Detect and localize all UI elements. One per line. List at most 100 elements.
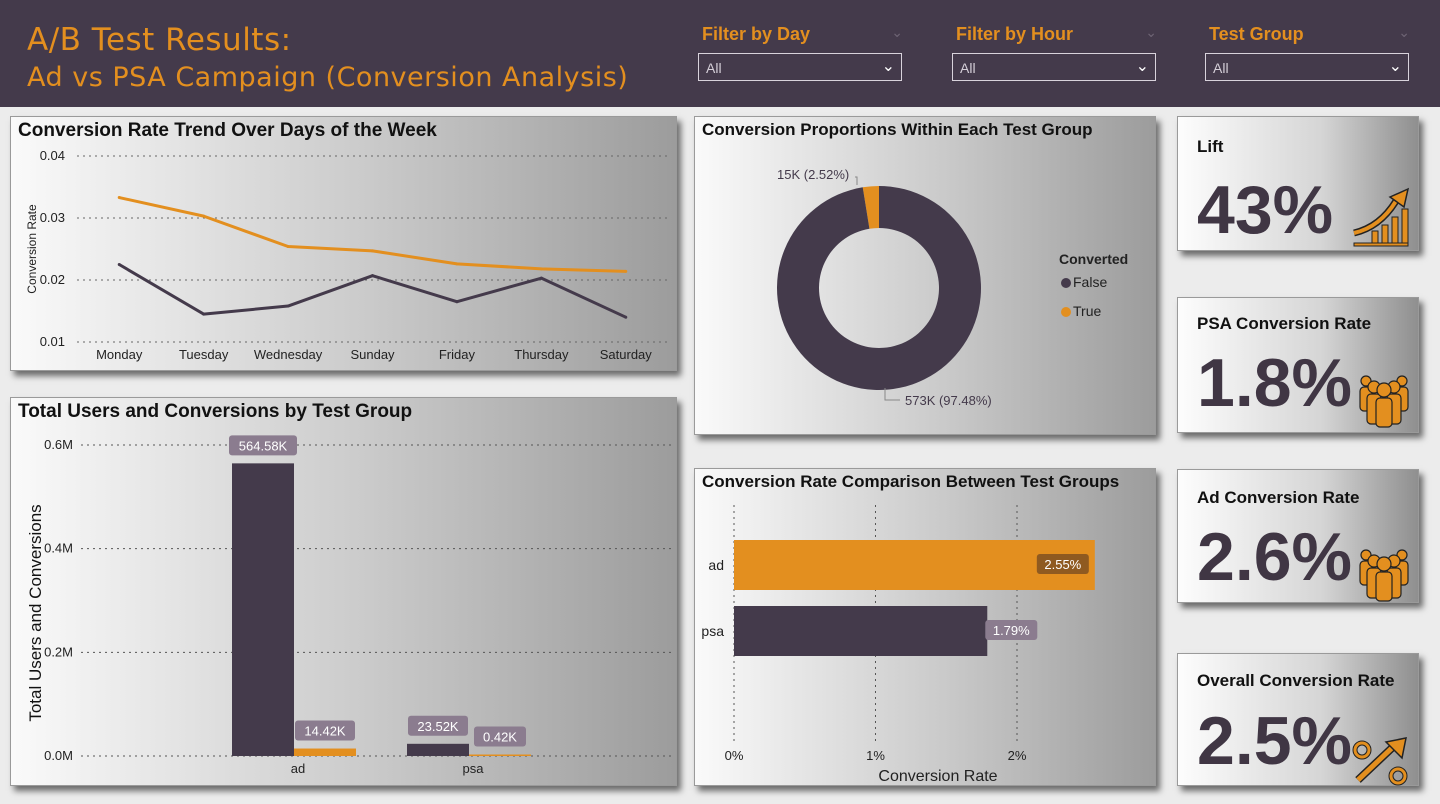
dashboard-title: A/B Test Results: — [27, 22, 292, 58]
line-point[interactable] — [371, 249, 374, 253]
hbar-bar-psa[interactable] — [734, 606, 988, 656]
bar-data-label: 23.52K — [417, 719, 459, 734]
line-point[interactable] — [202, 312, 206, 316]
line-xtick-label: Wednesday — [254, 347, 323, 362]
bar-data-label-bg — [229, 435, 297, 456]
donut-legend-true: True — [1073, 303, 1101, 319]
hbar-bar-ad[interactable] — [734, 540, 1095, 590]
line-point[interactable] — [539, 267, 543, 271]
kpi-ad-card: Ad Conversion Rate 2.6% — [1177, 469, 1419, 603]
bar-xtick-label: ad — [291, 761, 305, 776]
bar-conversions-ad[interactable] — [294, 748, 356, 756]
dashboard-subtitle: Ad vs PSA Campaign (Conversion Analysis) — [27, 62, 629, 93]
bar-xtick-label: psa — [463, 761, 485, 776]
bar-data-label: 14.42K — [304, 724, 346, 739]
line-point[interactable] — [624, 315, 628, 319]
kpi-overall-value: 2.5% — [1197, 703, 1352, 779]
line-ytick-label: 0.03 — [40, 210, 65, 225]
kpi-lift-label: Lift — [1197, 137, 1224, 156]
donut-chart[interactable]: 15K (2.52%) 573K (97.48%) Converted Fals… — [695, 117, 1156, 435]
line-series-orange[interactable] — [118, 196, 626, 273]
line-xtick-label: Friday — [439, 347, 476, 362]
donut-slice-true[interactable] — [862, 186, 879, 229]
donut-legend-title: Converted — [1059, 251, 1128, 267]
chevron-down-icon[interactable]: ⌄ — [1145, 24, 1157, 40]
donut-chart-title: Conversion Proportions Within Each Test … — [702, 120, 1093, 139]
line-point[interactable] — [117, 263, 121, 266]
line-xtick-label: Sunday — [350, 347, 395, 362]
donut-label-true: 15K (2.52%) — [777, 167, 849, 182]
line-point[interactable] — [286, 245, 290, 249]
filter-hour-value: All — [960, 60, 976, 76]
bar-ytick-label: 0.2M — [44, 644, 73, 659]
hbar-xtick-label: 1% — [866, 748, 885, 763]
kpi-lift-value: 43% — [1197, 172, 1334, 248]
line-point[interactable] — [202, 214, 206, 218]
bar-data-label: 564.58K — [239, 438, 288, 453]
chevron-down-icon: ⌄ — [1388, 58, 1402, 75]
line-xtick-label: Monday — [96, 347, 143, 362]
kpi-overall-label: Overall Conversion Rate — [1197, 671, 1395, 690]
hbar-chart-panel: Conversion Rate Comparison Between Test … — [694, 468, 1156, 786]
filter-test-group-dropdown[interactable]: All ⌄ — [1205, 53, 1409, 81]
bar-conversions-psa[interactable] — [469, 754, 531, 757]
filter-test-group-value: All — [1213, 60, 1229, 76]
hbar-chart[interactable]: ad 2.55% psa 1.79% 0% 1% 2% Conversion Rate — [695, 469, 1156, 786]
bar-data-label: 0.42K — [483, 730, 517, 745]
kpi-overall-card: Overall Conversion Rate 2.5% — [1177, 653, 1419, 786]
percent-arrow-icon — [1352, 737, 1408, 786]
donut-label-false: 573K (97.48%) — [905, 393, 992, 408]
line-point[interactable] — [286, 304, 290, 308]
hbar-ytick-label: psa — [701, 623, 724, 639]
line-xtick-label: Saturday — [600, 347, 653, 362]
bar-chart-ylabel: Total Users and Conversions — [26, 504, 45, 721]
hbar-xtick-label: 0% — [725, 748, 744, 763]
legend-false-marker — [1061, 278, 1071, 288]
donut-leader-line — [884, 388, 900, 401]
line-ytick-label: 0.02 — [40, 272, 65, 287]
bar-chart[interactable]: 0.6M 0.4M 0.2M 0.0M 564.58K 14.42K 23.52K 0.42… — [11, 398, 677, 786]
bar-chart-panel: Total Users and Conversions by Test Grou… — [10, 397, 677, 786]
bar-data-label-bg — [295, 720, 355, 741]
bar-users-ad[interactable] — [232, 463, 294, 756]
bar-chart-title: Total Users and Conversions by Test Grou… — [18, 401, 413, 422]
line-ytick-label: 0.04 — [40, 148, 65, 163]
line-point[interactable] — [117, 196, 121, 200]
kpi-ad-label: Ad Conversion Rate — [1197, 488, 1360, 507]
donut-leader-line — [855, 176, 858, 185]
hbar-data-label: 1.79% — [993, 623, 1030, 638]
line-point[interactable] — [371, 274, 374, 278]
line-point[interactable] — [539, 276, 543, 280]
line-ytick-label: 0.01 — [40, 334, 65, 349]
hbar-data-label: 2.55% — [1044, 557, 1081, 572]
line-xtick-label: Tuesday — [179, 347, 229, 362]
hbar-xtick-label: 2% — [1008, 748, 1027, 763]
donut-chart-panel: Conversion Proportions Within Each Test … — [694, 116, 1156, 435]
kpi-lift-card: Lift 43% — [1177, 116, 1419, 251]
line-chart-title: Conversion Rate Trend Over Days of the W… — [18, 120, 437, 141]
filter-day-value: All — [706, 60, 722, 76]
line-series-dark[interactable] — [118, 263, 627, 319]
hbar-data-label-bg — [1036, 554, 1089, 574]
kpi-psa-card: PSA Conversion Rate 1.8% — [1177, 297, 1419, 433]
people-group-icon — [1359, 549, 1409, 602]
line-chart-ylabel: Conversion Rate — [25, 204, 39, 294]
bar-data-label-bg — [474, 726, 526, 747]
chevron-down-icon: ⌄ — [881, 58, 895, 75]
filter-day-dropdown[interactable]: All ⌄ — [698, 53, 902, 81]
line-point[interactable] — [455, 262, 459, 266]
line-chart[interactable]: 0.04 0.03 0.02 0.01 Monday Tuesday Wednesday S… — [11, 117, 677, 371]
line-point[interactable] — [624, 269, 628, 273]
hbar-data-label-bg — [985, 620, 1038, 640]
growth-arrow-icon — [1353, 187, 1410, 247]
line-chart-panel: Conversion Rate Trend Over Days of the W… — [10, 116, 677, 371]
bar-users-psa[interactable] — [407, 743, 469, 756]
chevron-down-icon[interactable]: ⌄ — [1398, 24, 1410, 40]
line-point[interactable] — [455, 300, 459, 304]
donut-slice-false[interactable] — [776, 186, 981, 390]
filter-hour-dropdown[interactable]: All ⌄ — [952, 53, 1156, 81]
kpi-ad-value: 2.6% — [1197, 519, 1352, 595]
hbar-chart-xlabel: Conversion Rate — [878, 768, 997, 785]
kpi-psa-value: 1.8% — [1197, 345, 1352, 421]
chevron-down-icon[interactable]: ⌄ — [891, 24, 903, 40]
